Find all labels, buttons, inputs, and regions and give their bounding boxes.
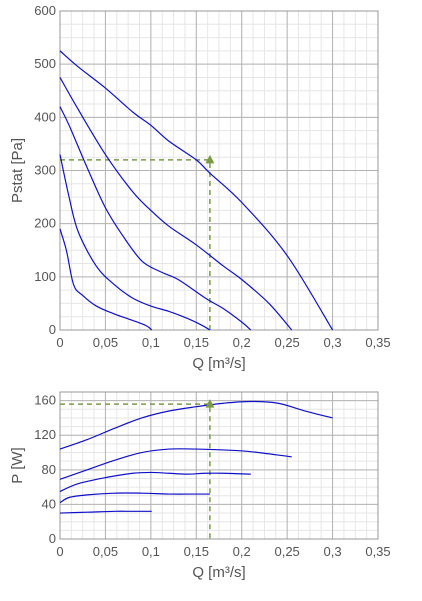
x-tick-label: 0,25 <box>274 335 299 350</box>
power-chart: 0 0,05 0,1 0,15 0,2 0,25 0,3 0,35 0 40 80 120 160 Q [… <box>9 391 391 581</box>
series-curve <box>59 154 211 331</box>
y-tick-label: 600 <box>34 3 56 18</box>
x-axis-label: Q [m³/s] <box>192 564 245 581</box>
series-curve <box>59 77 293 331</box>
y-tick-label: 80 <box>42 462 56 477</box>
x-tick-label: 0,15 <box>184 335 209 350</box>
x-tick-label: 0,05 <box>93 335 118 350</box>
y-tick-label: 100 <box>34 269 56 284</box>
y-axis-label: P [W] <box>9 447 26 483</box>
operating-point-guide <box>60 403 211 539</box>
x-tick-label: 0,35 <box>365 335 390 350</box>
x-tick-label: 0,2 <box>233 544 251 559</box>
series-curve <box>59 106 252 331</box>
y-tick-label: 200 <box>34 216 56 231</box>
series-curve <box>59 492 210 504</box>
y-tick-label: 160 <box>34 393 56 408</box>
series-curve <box>59 50 334 331</box>
series-curve <box>59 400 333 450</box>
x-axis-label: Q [m³/s] <box>192 355 245 372</box>
y-tick-label: 500 <box>34 56 56 71</box>
y-tick-label: 120 <box>34 427 56 442</box>
x-tick-label: 0 <box>56 335 63 350</box>
y-tick-label: 40 <box>42 496 56 511</box>
y-tick-label: 400 <box>34 109 56 124</box>
x-tick-label: 0,35 <box>365 544 390 559</box>
operating-point-marker <box>205 154 215 164</box>
operating-point-guide <box>60 159 211 330</box>
y-tick-label: 300 <box>34 163 56 178</box>
x-tick-label: 0,3 <box>324 544 342 559</box>
x-tick-label: 0,3 <box>324 335 342 350</box>
y-tick-label: 0 <box>49 322 56 337</box>
x-tick-label: 0,05 <box>93 544 118 559</box>
plot-frame <box>59 10 379 331</box>
operating-point-marker <box>205 399 215 408</box>
static-pressure-chart: 0 0,05 0,1 0,15 0,2 0,25 0,3 0,35 0 100 200 300 400 5… <box>9 3 391 372</box>
plot-frame <box>59 391 379 540</box>
series-curve <box>59 510 152 514</box>
series-curve <box>59 471 251 492</box>
series-curve <box>59 448 292 480</box>
x-tick-label: 0,15 <box>184 544 209 559</box>
x-tick-label: 0,25 <box>274 544 299 559</box>
series-curve <box>59 228 153 331</box>
x-tick-label: 0,2 <box>233 335 251 350</box>
x-tick-label: 0,1 <box>142 544 160 559</box>
x-tick-label: 0 <box>56 544 63 559</box>
y-axis-label: Pstat [Pa] <box>9 138 26 203</box>
y-tick-label: 0 <box>49 531 56 546</box>
x-tick-label: 0,1 <box>142 335 160 350</box>
